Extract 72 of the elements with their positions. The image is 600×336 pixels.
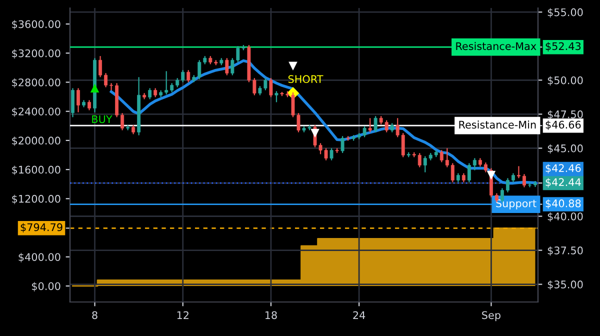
x-tick-label: Sep bbox=[482, 311, 500, 322]
y2-tick-label: $1200.00 bbox=[12, 194, 60, 204]
candlestick bbox=[472, 158, 476, 171]
y2-tick-label: $1600.00 bbox=[12, 166, 60, 176]
candlestick bbox=[340, 136, 344, 154]
candlestick bbox=[120, 112, 124, 131]
candlestick bbox=[522, 174, 526, 188]
y2-tick-label: $0.00 bbox=[32, 282, 60, 292]
candlestick bbox=[374, 116, 378, 133]
annotation: BUY bbox=[92, 115, 112, 124]
candlestick bbox=[269, 78, 273, 98]
candlestick bbox=[225, 58, 229, 76]
candlestick bbox=[330, 148, 334, 161]
y2-tick-label: $3200.00 bbox=[12, 49, 60, 59]
x-tick-label: 8 bbox=[92, 311, 98, 320]
candlestick bbox=[181, 70, 185, 83]
y-tick-label: $46.66 bbox=[546, 120, 581, 130]
y2-tick-label: $2800.00 bbox=[12, 78, 60, 88]
y-tick-label: $35.00 bbox=[548, 280, 583, 290]
candlestick bbox=[390, 122, 394, 133]
y2-tick-label: $2000.00 bbox=[12, 136, 60, 146]
candlestick bbox=[445, 148, 449, 168]
y2-tick-label: $3600.00 bbox=[12, 20, 60, 30]
point bbox=[310, 128, 320, 138]
candlestick bbox=[274, 90, 278, 103]
candlestick bbox=[506, 178, 510, 193]
candlestick bbox=[440, 150, 444, 163]
candlestick bbox=[104, 72, 108, 88]
point bbox=[486, 170, 496, 180]
y2-tick-label: $794.79 bbox=[20, 223, 62, 233]
x-tick-label: 12 bbox=[177, 311, 188, 319]
y-tick-label: $42.44 bbox=[546, 178, 581, 188]
ref-line-label: Support bbox=[496, 199, 536, 210]
text: $42.46 bbox=[546, 164, 581, 174]
candlestick bbox=[368, 118, 372, 133]
candlestick bbox=[76, 88, 80, 113]
y-tick-label: $52.43 bbox=[546, 42, 581, 52]
y-tick-label: $55.00 bbox=[548, 8, 583, 18]
candlestick bbox=[450, 162, 454, 183]
candlestick bbox=[396, 118, 400, 138]
candlestick bbox=[528, 182, 532, 188]
annotation: SHORT bbox=[288, 75, 324, 84]
y-tick-label: $50.00 bbox=[548, 76, 583, 86]
y-tick-label: $40.00 bbox=[548, 212, 583, 222]
y-tick-label: $45.00 bbox=[548, 144, 583, 154]
y2-tick-label: $2400.00 bbox=[12, 107, 60, 117]
candlestick bbox=[148, 88, 152, 100]
y-tick-label: $47.50 bbox=[548, 110, 583, 120]
candlestick bbox=[176, 78, 180, 88]
point bbox=[288, 62, 298, 71]
candlestick bbox=[98, 55, 102, 78]
candlestick bbox=[423, 156, 427, 173]
ref-line-label: Resistance-Max bbox=[456, 42, 536, 50]
candlestick bbox=[71, 88, 74, 118]
candlestick bbox=[186, 70, 190, 83]
candlestick bbox=[517, 166, 520, 179]
point bbox=[90, 84, 100, 93]
candlestick bbox=[110, 82, 114, 91]
y2-tick-label: $400.00 bbox=[18, 252, 60, 262]
candlestick bbox=[467, 162, 471, 183]
candlestick bbox=[401, 132, 405, 158]
y-tick-label: $40.88 bbox=[546, 199, 581, 209]
candlestick bbox=[170, 82, 174, 93]
candlestick bbox=[198, 60, 202, 80]
y-tick-label: $37.50 bbox=[548, 246, 583, 256]
candlestick bbox=[88, 100, 91, 111]
x-tick-label: 24 bbox=[353, 311, 366, 319]
ref-line-label: Resistance-Min bbox=[459, 120, 536, 129]
candlestick bbox=[164, 70, 168, 95]
x-tick-label: 18 bbox=[265, 311, 277, 320]
candlestick bbox=[418, 152, 422, 168]
candlestick bbox=[484, 162, 488, 173]
